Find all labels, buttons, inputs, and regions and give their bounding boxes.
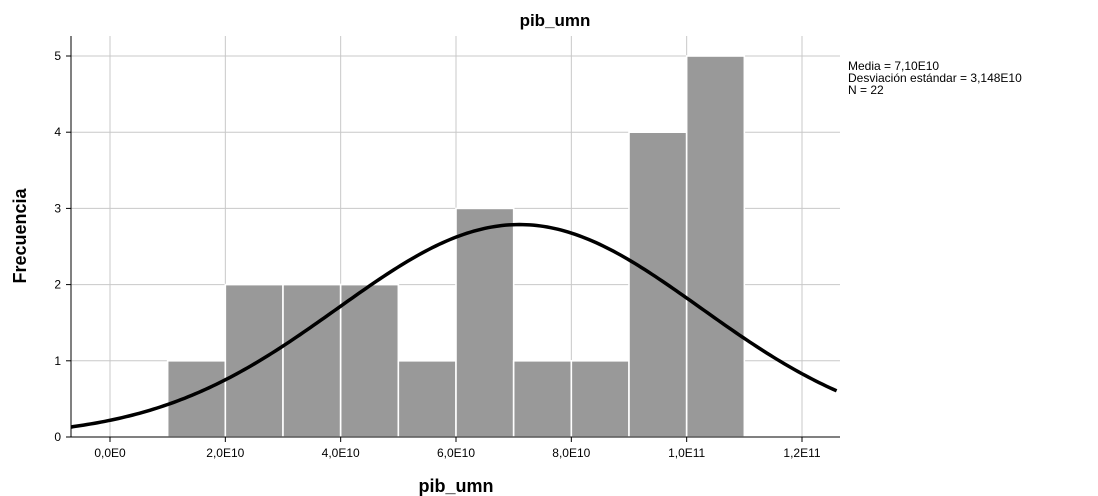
- x-tick-label: 2,0E10: [206, 446, 244, 460]
- histogram-bar: [570, 359, 630, 438]
- y-tick-labels: 0 1 2 3 4 5: [54, 49, 61, 444]
- histogram-bar: [224, 283, 284, 438]
- histogram-bar: [455, 207, 515, 438]
- stat-n: N = 22: [848, 83, 884, 97]
- y-tick-label: 0: [54, 430, 61, 444]
- y-tick-label: 2: [54, 278, 61, 292]
- normal-curve-group: [70, 222, 838, 429]
- x-tick-label: 4,0E10: [322, 446, 360, 460]
- stat-mean: Media = 7,10E10: [848, 59, 939, 73]
- stat-std-dev: Desviación estándar = 3,148E10: [848, 71, 1022, 85]
- histogram-bar: [339, 283, 400, 438]
- histogram-bar: [166, 359, 227, 438]
- histogram-bar: [628, 131, 688, 438]
- normal-curve: [70, 222, 838, 429]
- x-tick-label: 0,0E0: [94, 446, 126, 460]
- y-axis-label: Frecuencia: [10, 187, 30, 283]
- x-tick-label: 1,2E11: [783, 446, 820, 460]
- x-tick-label: 6,0E10: [437, 446, 475, 460]
- histogram-bar: [282, 283, 342, 438]
- statistics-box: Media = 7,10E10 Desviación estándar = 3,…: [848, 59, 1022, 97]
- histogram-bar: [397, 359, 457, 438]
- x-axis-label: pib_umn: [419, 476, 494, 496]
- x-tick-label: 1,0E11: [668, 446, 705, 460]
- x-tick-label: 8,0E10: [552, 446, 590, 460]
- y-tick-label: 5: [54, 49, 61, 63]
- y-tick-label: 4: [54, 125, 61, 139]
- axes: [66, 36, 840, 442]
- chart-title: pib_umn: [520, 11, 591, 30]
- y-tick-label: 3: [54, 201, 61, 215]
- x-tick-labels: 0,0E0 2,0E10 4,0E10 6,0E10 8,0E10 1,0E11 1,2E1…: [94, 446, 821, 460]
- histogram-bar: [512, 359, 573, 438]
- y-tick-label: 1: [54, 354, 61, 368]
- histogram-bars: [166, 55, 746, 438]
- histogram-bar: [685, 55, 746, 438]
